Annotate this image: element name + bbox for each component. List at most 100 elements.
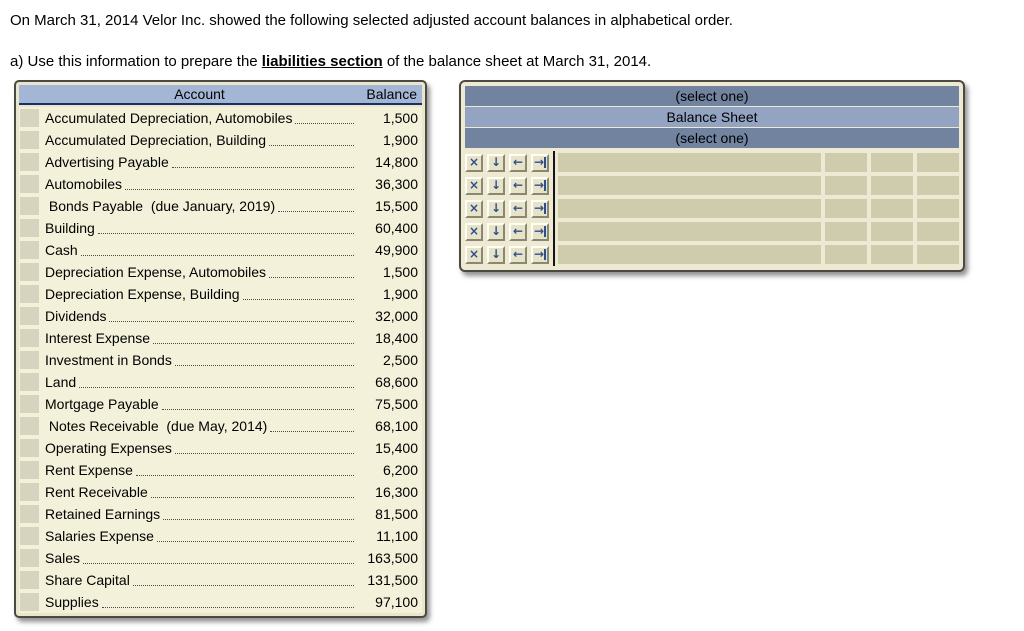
account-name: Rent Expense bbox=[45, 462, 133, 478]
delete-row-button[interactable]: × bbox=[465, 153, 483, 172]
account-drag-handle[interactable] bbox=[20, 417, 39, 435]
account-drag-handle[interactable] bbox=[20, 263, 39, 281]
table-row: Operating Expenses 15,400 bbox=[19, 437, 422, 459]
account-balance: 1,500 bbox=[382, 110, 418, 126]
account-drag-handle[interactable] bbox=[20, 593, 39, 611]
move-left-button[interactable]: ← bbox=[509, 176, 527, 195]
row-amount-input-3[interactable] bbox=[917, 199, 959, 218]
row-amount-input-1[interactable] bbox=[825, 176, 867, 195]
intro-line-1: On March 31, 2014 Velor Inc. showed the … bbox=[10, 12, 733, 29]
account-name: Mortgage Payable bbox=[45, 396, 159, 412]
account-drag-handle[interactable] bbox=[20, 505, 39, 523]
table-row: Advertising Payable 14,800 bbox=[19, 151, 422, 173]
delete-row-button[interactable]: × bbox=[465, 199, 483, 218]
arrow-right-to-bar-icon: → bbox=[533, 154, 547, 169]
row-amount-input-3[interactable] bbox=[917, 176, 959, 195]
row-amount-input-1[interactable] bbox=[825, 153, 867, 172]
row-amount-input-3[interactable] bbox=[917, 222, 959, 241]
account-drag-handle[interactable] bbox=[20, 373, 39, 391]
account-balance: 75,500 bbox=[375, 396, 418, 412]
account-drag-handle[interactable] bbox=[20, 307, 39, 325]
table-row: Rent Expense 6,200 bbox=[19, 459, 422, 481]
account-drag-handle[interactable] bbox=[20, 153, 39, 171]
account-drag-handle[interactable] bbox=[20, 439, 39, 457]
delete-row-button[interactable]: × bbox=[465, 222, 483, 241]
account-drag-handle[interactable] bbox=[20, 197, 39, 215]
account-drag-handle[interactable] bbox=[20, 351, 39, 369]
account-drag-handle[interactable] bbox=[20, 329, 39, 347]
move-down-button[interactable]: ↓ bbox=[487, 222, 505, 241]
dotted-leader bbox=[101, 607, 354, 608]
table-row: Rent Receivable 16,300 bbox=[19, 481, 422, 503]
move-left-button[interactable]: ← bbox=[509, 222, 527, 241]
table-row: Dividends 32,000 bbox=[19, 305, 422, 327]
indent-right-button[interactable]: → bbox=[531, 222, 549, 241]
account-drag-handle[interactable] bbox=[20, 395, 39, 413]
row-amount-input-2[interactable] bbox=[871, 176, 913, 195]
dotted-leader bbox=[125, 189, 354, 190]
builder-row: × ↓ ← → bbox=[465, 243, 959, 266]
row-label-input[interactable] bbox=[558, 222, 821, 241]
delete-icon: × bbox=[468, 224, 480, 238]
table-row: Salaries Expense 11,100 bbox=[19, 525, 422, 547]
move-left-button[interactable]: ← bbox=[509, 245, 527, 264]
account-name: Share Capital bbox=[45, 572, 130, 588]
section-select-bottom[interactable]: (select one) bbox=[465, 128, 959, 148]
account-balance: 81,500 bbox=[375, 506, 418, 522]
account-drag-handle[interactable] bbox=[20, 131, 39, 149]
table-row: Automobiles 36,300 bbox=[19, 173, 422, 195]
indent-right-button[interactable]: → bbox=[531, 199, 549, 218]
row-label-input[interactable] bbox=[558, 153, 821, 172]
indent-right-button[interactable]: → bbox=[531, 176, 549, 195]
move-down-button[interactable]: ↓ bbox=[487, 245, 505, 264]
account-drag-handle[interactable] bbox=[20, 527, 39, 545]
row-amount-input-1[interactable] bbox=[825, 222, 867, 241]
dotted-leader bbox=[83, 563, 354, 564]
account-balance: 18,400 bbox=[375, 330, 418, 346]
account-drag-handle[interactable] bbox=[20, 109, 39, 127]
arrow-left-icon: ← bbox=[512, 201, 524, 215]
builder-row: × ↓ ← → bbox=[465, 174, 959, 197]
section-select-top[interactable]: (select one) bbox=[465, 86, 959, 106]
balance-sheet-builder: (select one) Balance Sheet (select one) … bbox=[459, 80, 965, 272]
row-amount-input-2[interactable] bbox=[871, 153, 913, 172]
move-left-button[interactable]: ← bbox=[509, 199, 527, 218]
move-down-button[interactable]: ↓ bbox=[487, 153, 505, 172]
delete-row-button[interactable]: × bbox=[465, 245, 483, 264]
account-drag-handle[interactable] bbox=[20, 461, 39, 479]
row-amount-input-2[interactable] bbox=[871, 245, 913, 264]
table-row: Cash 49,900 bbox=[19, 239, 422, 261]
table-row: Sales 163,500 bbox=[19, 547, 422, 569]
dotted-leader bbox=[153, 343, 354, 344]
delete-row-button[interactable]: × bbox=[465, 176, 483, 195]
row-label-input[interactable] bbox=[558, 176, 821, 195]
account-name: Rent Receivable bbox=[45, 484, 148, 500]
account-drag-handle[interactable] bbox=[20, 241, 39, 259]
account-drag-handle[interactable] bbox=[20, 285, 39, 303]
row-label-input[interactable] bbox=[558, 245, 821, 264]
indent-right-button[interactable]: → bbox=[531, 245, 549, 264]
row-amount-input-3[interactable] bbox=[917, 245, 959, 264]
row-amount-input-1[interactable] bbox=[825, 245, 867, 264]
row-amount-input-1[interactable] bbox=[825, 199, 867, 218]
row-amount-input-2[interactable] bbox=[871, 222, 913, 241]
table-row: Depreciation Expense, Automobiles 1,500 bbox=[19, 261, 422, 283]
builder-row: × ↓ ← → bbox=[465, 220, 959, 243]
account-column-header: Account bbox=[174, 86, 225, 102]
row-amount-input-2[interactable] bbox=[871, 199, 913, 218]
account-drag-handle[interactable] bbox=[20, 549, 39, 567]
account-drag-handle[interactable] bbox=[20, 571, 39, 589]
table-row: Investment in Bonds 2,500 bbox=[19, 349, 422, 371]
move-left-button[interactable]: ← bbox=[509, 153, 527, 172]
move-down-button[interactable]: ↓ bbox=[487, 176, 505, 195]
account-drag-handle[interactable] bbox=[20, 175, 39, 193]
account-drag-handle[interactable] bbox=[20, 483, 39, 501]
indent-right-button[interactable]: → bbox=[531, 153, 549, 172]
intro-line-2: a) Use this information to prepare the l… bbox=[10, 53, 651, 70]
move-down-button[interactable]: ↓ bbox=[487, 199, 505, 218]
row-label-input[interactable] bbox=[558, 199, 821, 218]
account-drag-handle[interactable] bbox=[20, 219, 39, 237]
row-divider-line bbox=[553, 197, 555, 220]
row-amount-input-3[interactable] bbox=[917, 153, 959, 172]
arrow-right-to-bar-icon: → bbox=[533, 177, 547, 192]
